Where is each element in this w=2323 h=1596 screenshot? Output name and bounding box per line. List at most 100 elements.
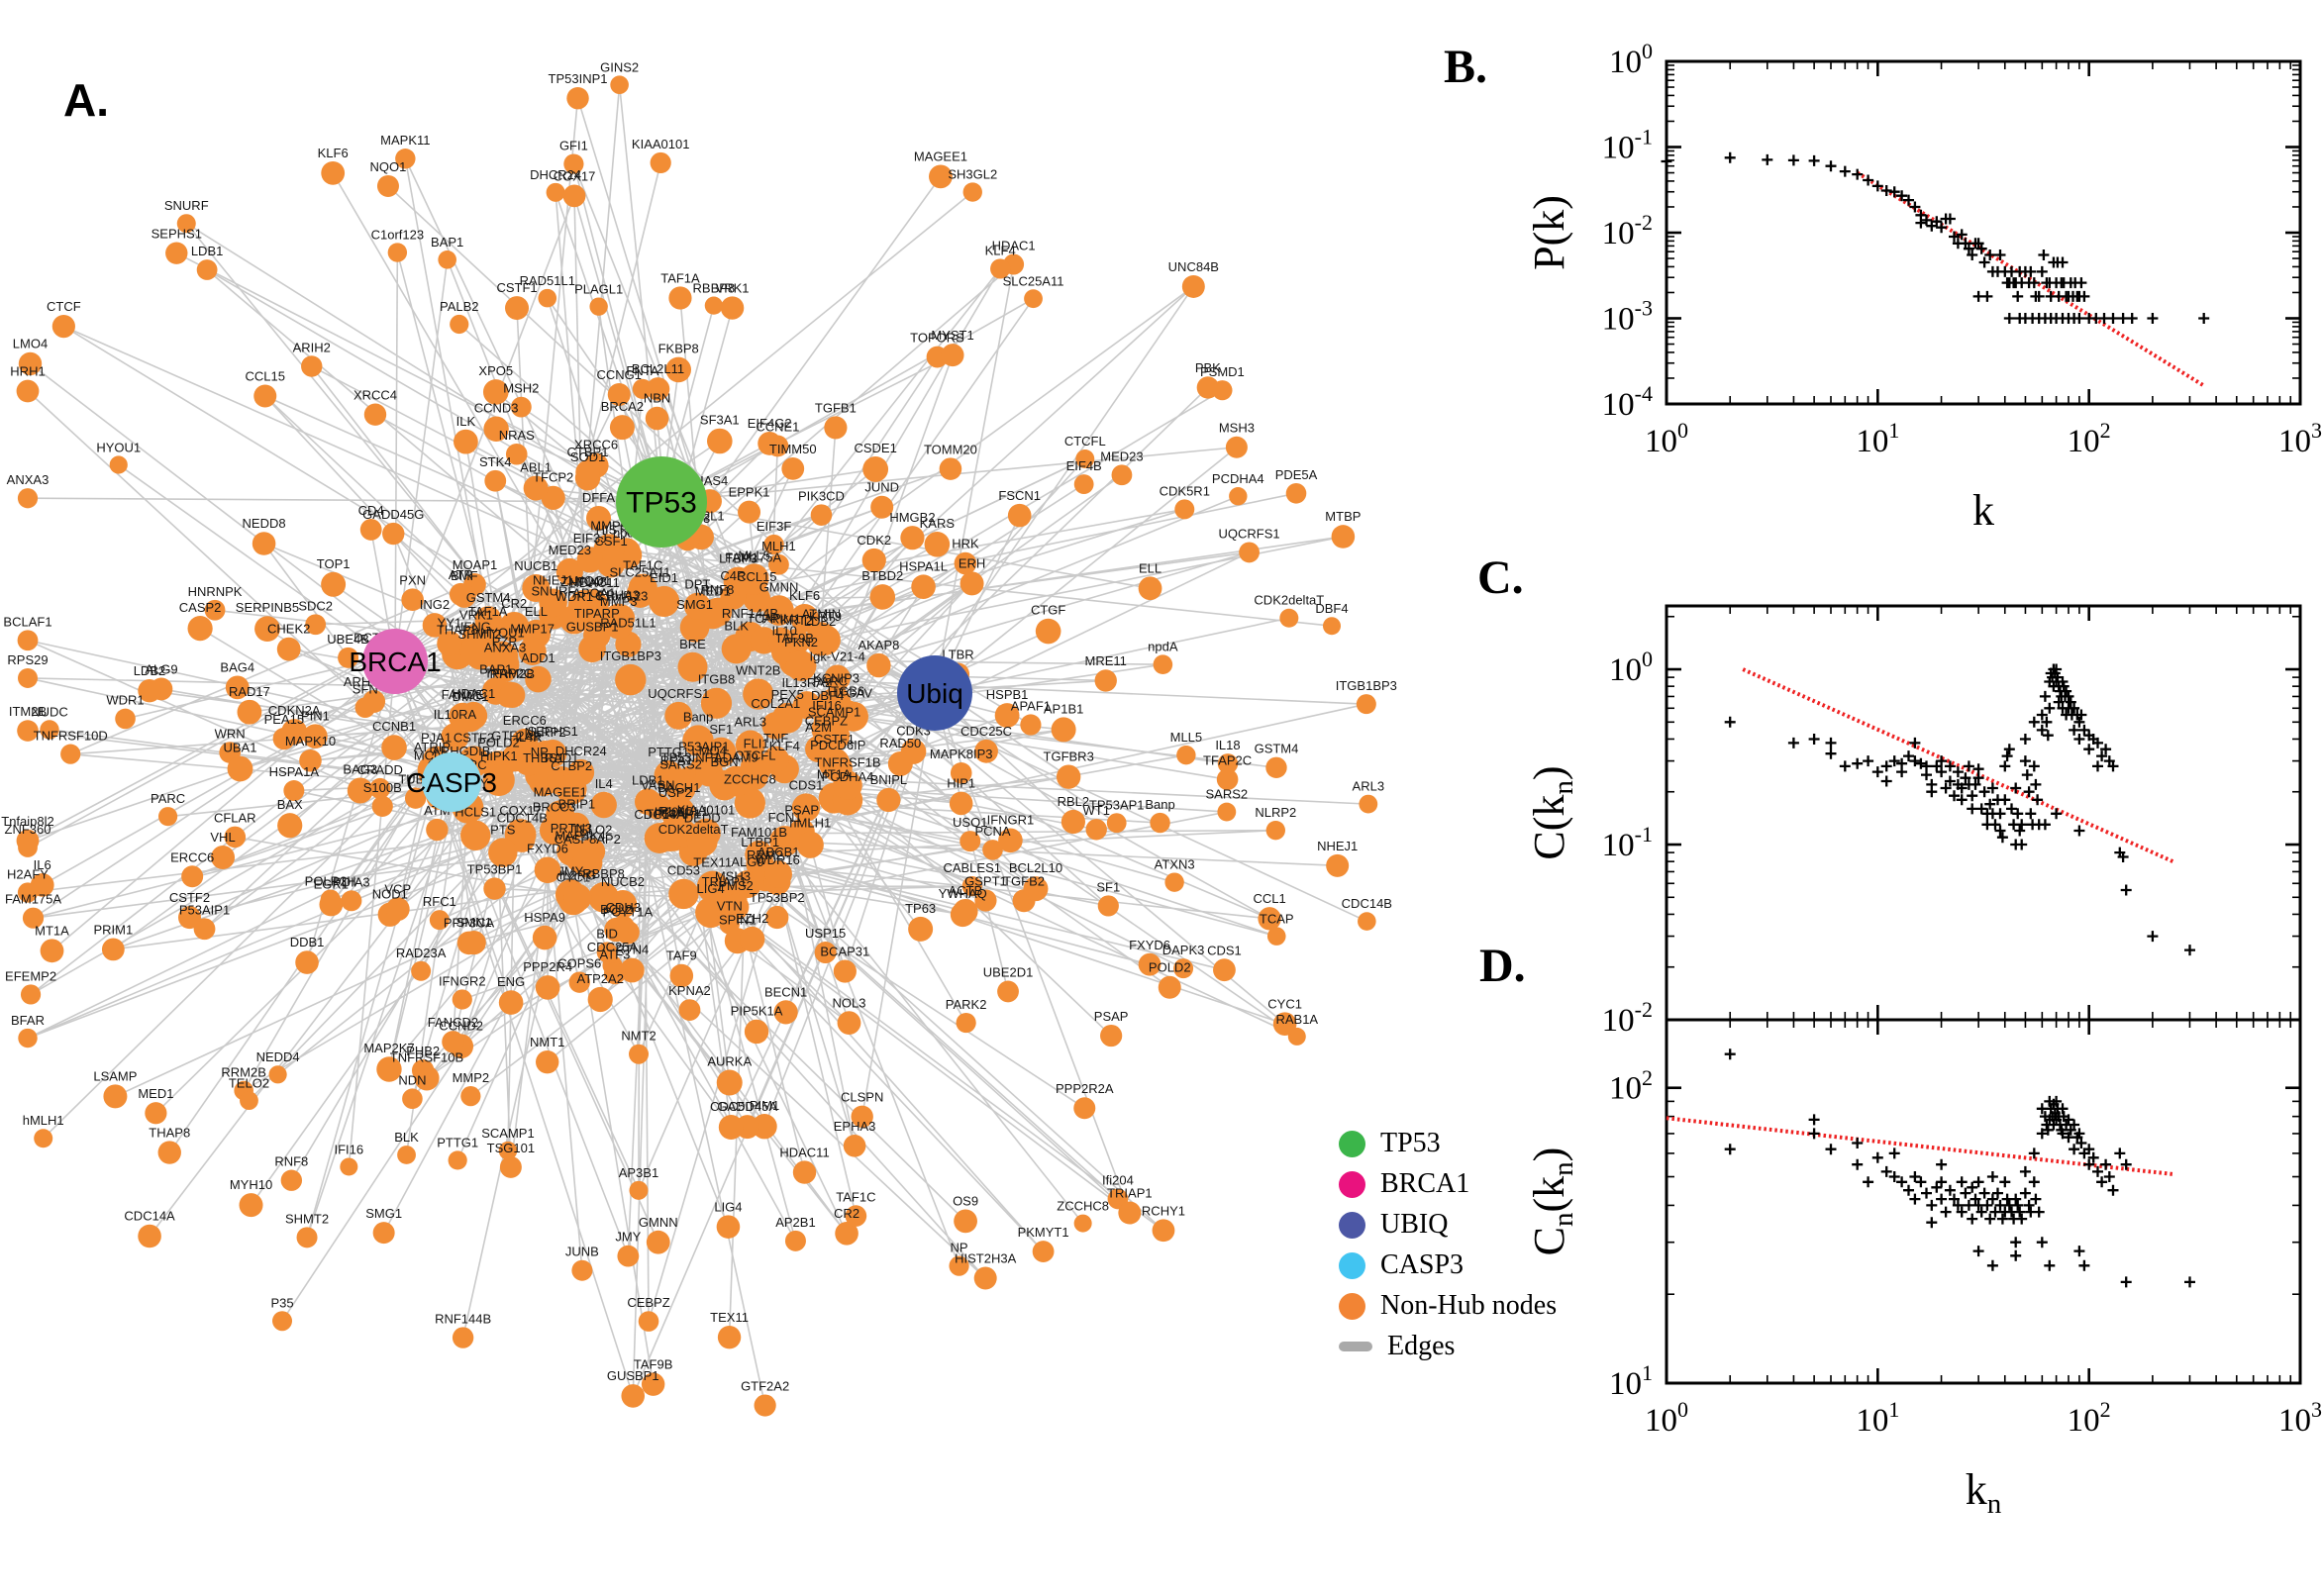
node-label: MOAP1 — [453, 557, 498, 572]
node-label: NP — [531, 745, 549, 759]
node-label: EPHA3 — [597, 588, 640, 603]
node-label: ALG9 — [731, 854, 763, 869]
node-label: PCDHA4 — [822, 769, 874, 784]
network-edge — [69, 501, 662, 755]
node-label: TCAP — [747, 611, 781, 626]
node-label: TP53BP2 — [750, 890, 805, 905]
network-node — [17, 630, 39, 651]
network-node — [253, 384, 277, 408]
node-label: CCL1 — [1253, 891, 1285, 906]
network-node — [187, 616, 213, 642]
network-node — [785, 650, 817, 681]
node-label: LSAMP — [93, 1068, 137, 1083]
network-node — [566, 87, 589, 110]
node-label: Ifi204 — [1102, 1173, 1134, 1188]
x-tick-label-D: 101 — [1856, 1397, 1899, 1439]
network-node — [739, 926, 765, 952]
network-node — [814, 942, 837, 964]
y-tick-label-B: 10-1 — [1602, 125, 1653, 166]
network-node — [181, 865, 204, 888]
network-node — [790, 604, 819, 633]
network-node — [575, 459, 600, 485]
node-label: RNF144B — [722, 606, 778, 621]
legend-item-casp3: CASP3 — [1339, 1249, 1557, 1280]
network-node — [109, 455, 128, 474]
node-label: EIF4B — [1066, 458, 1102, 473]
node-label: ARL3 — [735, 715, 767, 730]
node-label: IFNG — [460, 619, 491, 634]
node-label: TGFB1 — [815, 400, 857, 415]
network-node — [845, 1205, 867, 1227]
node-label: SDC2 — [298, 598, 333, 613]
node-label: HNRNPK — [188, 584, 243, 599]
node-label: JMY — [557, 863, 583, 878]
network-node — [385, 897, 410, 922]
network-node — [638, 1311, 659, 1332]
network-node — [518, 637, 547, 665]
network-node — [34, 1129, 53, 1148]
network-node — [556, 773, 587, 805]
node-label: CDS1 — [1207, 943, 1242, 957]
network-node — [974, 889, 997, 912]
network-node — [646, 377, 670, 401]
node-label: PDCD6IP — [810, 738, 865, 752]
node-label: CDC5L — [710, 1099, 753, 1114]
legend-swatch-0 — [1339, 1130, 1365, 1157]
node-label: UQCRFS1 — [1219, 527, 1280, 542]
node-label: RRM2 — [747, 848, 783, 862]
network-node — [1272, 1012, 1297, 1036]
node-label: GTF2A2 — [741, 1379, 789, 1394]
network-node — [718, 1114, 744, 1140]
node-label: TNFRSF1B — [814, 754, 880, 769]
node-label: NOL3 — [832, 995, 865, 1010]
network-node — [18, 838, 38, 857]
network-edge — [638, 594, 642, 1191]
network-node — [280, 1169, 303, 1191]
node-label: TNF — [763, 731, 788, 746]
node-label: BRIP1 — [558, 797, 596, 812]
network-edge — [510, 869, 549, 1167]
node-label: VTN — [717, 898, 743, 913]
node-label: TAF1C — [623, 558, 662, 573]
node-label: XRCC4 — [354, 388, 397, 403]
node-label: GSTM4 — [1255, 742, 1299, 756]
network-node — [1094, 669, 1117, 692]
network-edge — [776, 881, 1164, 1232]
node-label: DDB1 — [290, 935, 325, 949]
node-label: ERCC6 — [503, 713, 547, 728]
network-edge — [660, 353, 954, 503]
network-node — [585, 505, 611, 531]
network-node — [700, 687, 733, 719]
node-label: BNIPL — [870, 772, 908, 787]
network-node — [716, 1069, 743, 1096]
network-node — [483, 877, 506, 900]
node-label: JUND — [864, 480, 899, 495]
network-node — [824, 664, 851, 691]
node-label: Ifi204 — [655, 805, 686, 820]
node-label: LMO4 — [13, 337, 48, 351]
network-edge — [290, 587, 644, 1181]
network-edge — [277, 639, 826, 1075]
node-label: FANCD2 — [428, 1015, 478, 1030]
network-node — [900, 526, 925, 550]
node-label: PTTG1 — [648, 745, 689, 759]
legend-label: Non-Hub nodes — [1380, 1290, 1558, 1321]
node-label: KPNA2 — [668, 983, 711, 998]
node-label: CFLAR — [214, 811, 256, 826]
node-label: PARC — [813, 674, 848, 689]
network-node — [589, 297, 608, 316]
node-label: BID — [596, 926, 618, 941]
network-node — [522, 574, 551, 603]
hub-label-ubiq: Ubiq — [906, 678, 963, 709]
network-labels: C1orf123HDAC11MLL5PARCMT1ASEPHS1TEX11SLC… — [1, 59, 1397, 1393]
node-label: KLF4 — [769, 739, 800, 753]
network-edge — [690, 777, 1277, 938]
network-node — [510, 396, 532, 418]
network-node — [535, 975, 560, 1000]
network-node — [604, 917, 629, 943]
node-label: RTN4 — [615, 943, 649, 957]
network-edge — [552, 285, 1194, 754]
node-label: ADAM9 — [714, 750, 758, 765]
network-node — [341, 890, 362, 912]
node-label: SOD1 — [570, 449, 605, 464]
